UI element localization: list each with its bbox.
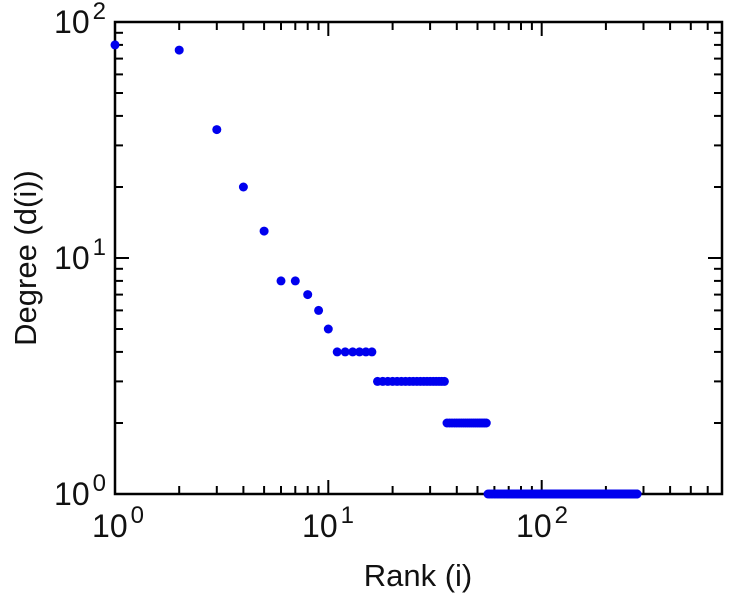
data-point [348, 347, 358, 357]
data-point [110, 40, 120, 50]
data-point [367, 347, 377, 357]
y-axis-title: Degree (d(i)) [8, 170, 43, 346]
plot-frame [113, 20, 724, 496]
data-point [355, 347, 364, 357]
data-point [314, 305, 324, 315]
data-point [259, 226, 269, 236]
data-point [332, 347, 342, 357]
data-point [303, 290, 313, 300]
data-point [340, 347, 350, 357]
data-point [632, 489, 642, 499]
y-tick-label-2: 10 2 [54, 0, 106, 40]
data-point [238, 182, 248, 192]
y-tick-label-1: 10 1 [54, 234, 106, 276]
x-tick-label-0: 10 0 [92, 502, 144, 544]
data-point [290, 276, 300, 286]
data-point [276, 276, 286, 286]
x-axis-title: Rank (i) [364, 558, 473, 593]
data-point [212, 125, 222, 135]
data-point [174, 45, 184, 55]
y-tick-label-0: 10 0 [54, 470, 106, 512]
data-point [481, 418, 491, 428]
data-points-series [110, 40, 642, 499]
axis-ticks [114, 21, 723, 495]
data-point [323, 324, 333, 334]
x-tick-label-1: 10 1 [302, 502, 354, 544]
data-point [439, 376, 449, 386]
x-tick-label-2: 10 2 [516, 502, 568, 544]
